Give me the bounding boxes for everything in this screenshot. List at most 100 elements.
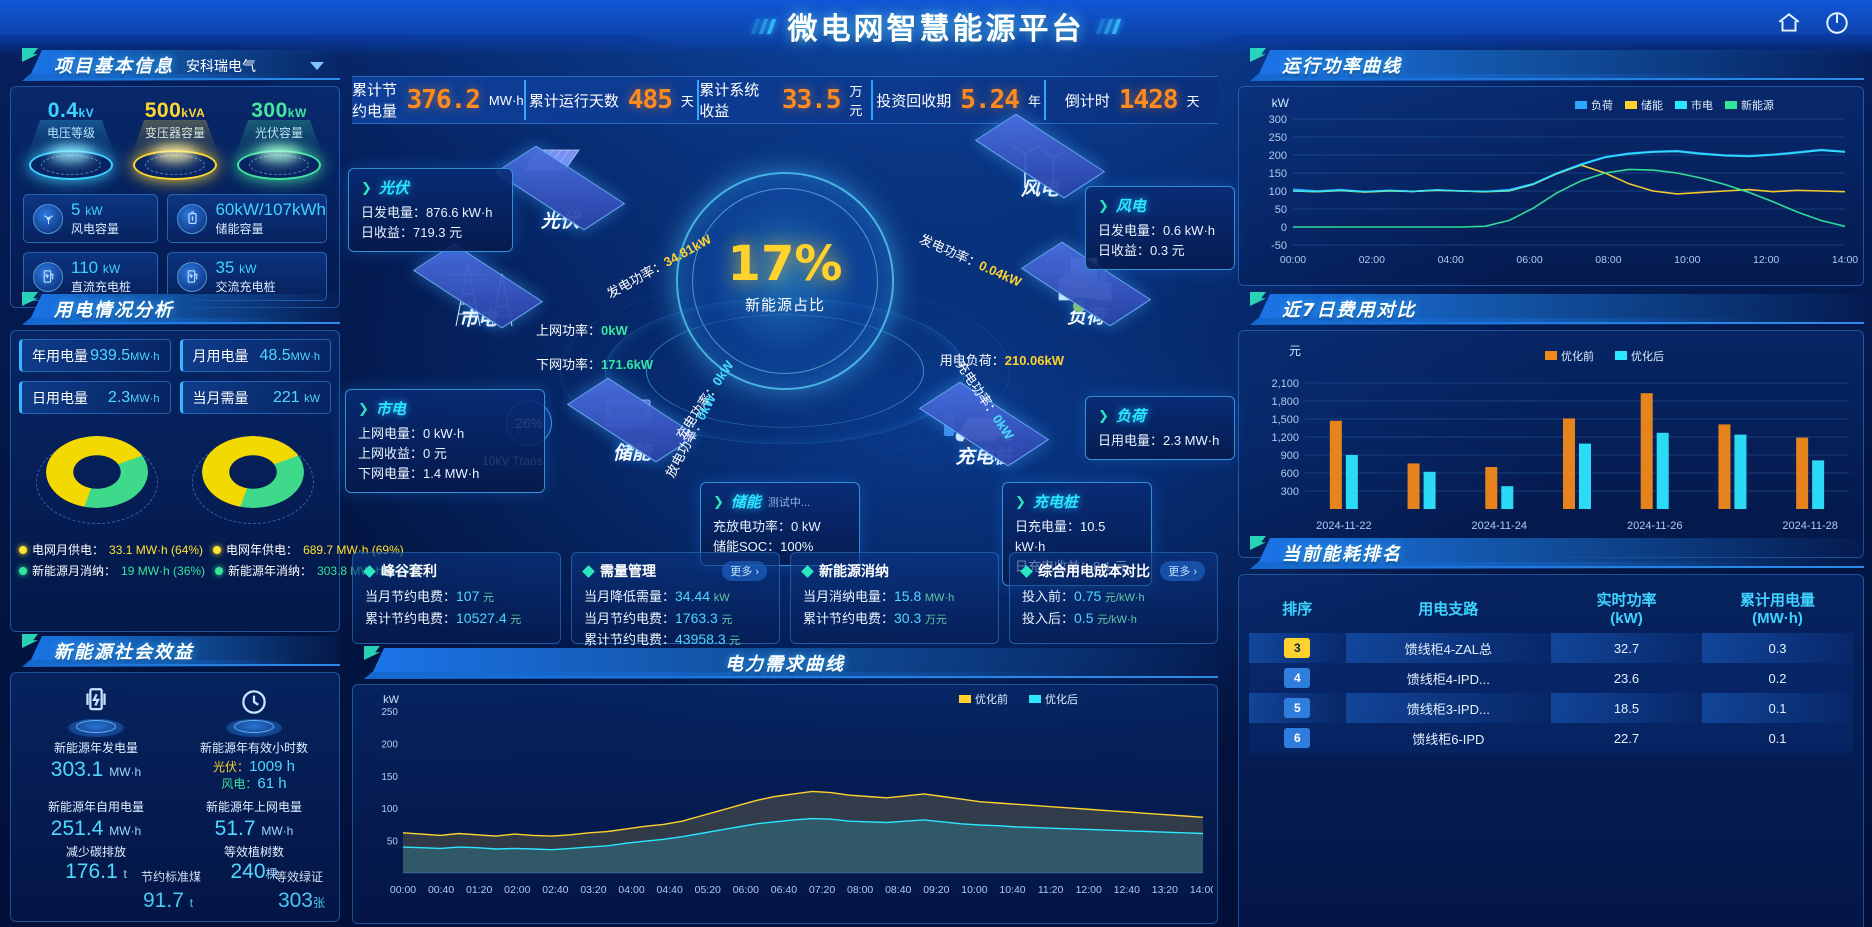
legend-grid-monthly: 电网月供电： 33.1 MW·h (64%) <box>19 541 203 558</box>
card-unit: kW <box>85 203 103 218</box>
infobox-row: 日充电量：10.5 kW·h <box>1015 519 1106 555</box>
svg-text:07:20: 07:20 <box>809 884 835 896</box>
home-icon[interactable] <box>1776 10 1802 41</box>
card-label: 直流充电桩 <box>71 279 132 294</box>
diamond-icon <box>801 564 814 578</box>
core-ring-outer <box>676 172 894 390</box>
social-value-2: 176.1 <box>65 860 118 883</box>
node-ev-charger[interactable]: 充电桩 <box>918 381 1050 469</box>
row-unit: 元 <box>729 635 741 648</box>
more-button[interactable]: 更多 › <box>722 561 767 581</box>
card-dc-charger: 110 kW 直流充电桩 <box>23 252 159 301</box>
chevron-down-icon <box>310 62 324 70</box>
table-row[interactable]: 4 馈线柜4-IPD... 23.6 0.2 <box>1249 663 1853 693</box>
infobox-row: 储能SOC：100% <box>713 539 814 555</box>
kpi-label: 累计运行天数 <box>528 92 619 110</box>
table-row[interactable]: 3 馈线柜4-ZAL总 32.7 0.3 <box>1249 633 1853 663</box>
panel-body: kW -50 0 50 100 150 200 250 300 00:00 02:00 04:00 06… <box>1238 86 1864 286</box>
card-label: 风电容量 <box>71 221 120 236</box>
svg-text:kW: kW <box>383 694 400 706</box>
svg-text:01:20: 01:20 <box>466 884 492 896</box>
social-sub-value: 61 h <box>257 775 287 792</box>
app-title-wrap: 微电网智慧能源平台 <box>750 4 1122 48</box>
infobox-grid: ❯ 市电 上网电量：0 kW·h 上网收益：0 元 下网电量：1.4 MW·h <box>345 389 545 494</box>
svg-text:900: 900 <box>1281 450 1299 462</box>
social-value-coal: 91.7 t <box>143 889 194 912</box>
panel-body: 新能源年发电量 303.1 MW·h 新能源年有效小时数 光伏：1009 h 风… <box>10 672 340 922</box>
svg-text:12:00: 12:00 <box>1753 254 1779 266</box>
svg-text:04:00: 04:00 <box>618 884 644 896</box>
power-icon[interactable] <box>1824 10 1850 41</box>
cap-label: 光伏容量 <box>254 126 303 140</box>
social-value-cert: 303张 <box>277 889 325 912</box>
card-value: 60kW/107kWh <box>215 199 326 219</box>
corner-mark-icon <box>22 48 38 62</box>
card-value: 5 <box>71 199 81 219</box>
project-select[interactable]: 安科瑞电气 <box>186 56 324 76</box>
more-button[interactable]: 更多 › <box>1160 561 1205 581</box>
card-label: 储能容量 <box>215 221 264 236</box>
panel-header: 用电情况分析 <box>10 292 340 326</box>
social-sub-value: 1009 h <box>249 758 295 775</box>
row-unit: 元 <box>510 613 522 626</box>
usage-value: 2.3 <box>107 388 131 406</box>
cell-rank: 6 <box>1249 723 1346 753</box>
social-label: 新能源年自用电量 <box>47 800 144 814</box>
usage-label: 当月需量 <box>192 389 249 406</box>
page-title: 微电网智慧能源平台 <box>787 12 1085 47</box>
svg-text:-50: -50 <box>1271 240 1287 252</box>
svg-text:1,800: 1,800 <box>1271 396 1299 408</box>
kpi-saved-energy: 累计节约电量 376.2 MW·h <box>352 80 526 120</box>
panel-body: 0.4kV 电压等级 500kVA 变压器容量 300kW <box>10 86 340 308</box>
charger-icon <box>177 261 208 292</box>
usage-unit: MW·h <box>290 350 320 363</box>
charger-icon <box>33 261 63 292</box>
infobox-row: 日发电量：0.6 kW·h <box>1098 223 1216 238</box>
infobox-pv: ❯ 光伏 日发电量：876.6 kW·h 日收益：719.3 元 <box>348 168 513 253</box>
legend-label: 电网月供电： <box>32 543 105 557</box>
battery-icon <box>177 203 208 234</box>
kpi-label: 倒计时 <box>1064 92 1110 110</box>
chevron-right-icon: ❯ <box>1098 407 1109 423</box>
kpi-unit: 万元 <box>849 84 863 118</box>
kpi-run-days: 累计运行天数 485 天 <box>526 80 700 120</box>
node-pv[interactable]: 光伏 <box>494 145 626 233</box>
node-load[interactable]: 负荷 <box>1020 241 1152 329</box>
svg-text:250: 250 <box>381 707 398 718</box>
corner-mark-icon <box>22 292 38 306</box>
panel-header: 运行功率曲线 <box>1238 48 1864 82</box>
corner-mark-icon <box>1250 536 1266 550</box>
usage-donut-charts <box>19 422 331 537</box>
panel-usage-analysis: 用电情况分析 年用电量 939.5MW·h 月用电量 48.5MW·h 日用电量 2.… <box>10 292 418 632</box>
cell-power: 23.6 <box>1550 663 1702 693</box>
node-storage[interactable]: 储能 <box>566 377 698 465</box>
node-grid[interactable]: 市电 <box>412 243 544 331</box>
corner-mark-icon <box>364 646 380 660</box>
kpi-unit: MW·h <box>488 92 524 108</box>
card-title: 需量管理 <box>600 563 656 579</box>
svg-text:05:20: 05:20 <box>695 884 721 896</box>
svg-text:300: 300 <box>1269 114 1287 126</box>
cap-unit: kW <box>287 106 307 120</box>
panel-cost-compare: 近7日费用对比 元 2,100 1,800 1,500 1,200 900 600 300 20… <box>1238 292 1864 558</box>
social-value-2: 240 <box>230 860 266 883</box>
app-header: 微电网智慧能源平台 <box>0 0 1872 56</box>
panel-project-basic-info: 项目基本信息 安科瑞电气 0.4kV 电压等级 500kVA 变压器容量 <box>10 48 340 308</box>
usage-unit: MW·h <box>130 392 160 405</box>
table-row[interactable]: 5 馈线柜3-IPD... 18.5 0.1 <box>1249 693 1853 723</box>
svg-text:200: 200 <box>381 739 398 750</box>
usage-legend: 电网月供电： 33.1 MW·h (64%) 电网年供电： 689.7 MW·h (… <box>19 541 418 579</box>
svg-text:优化前: 优化前 <box>975 692 1008 706</box>
svg-text:08:00: 08:00 <box>1595 254 1621 266</box>
table-row[interactable]: 6 馈线柜6-IPD 22.7 0.1 <box>1249 723 1853 753</box>
flow-import-power: 下网功率：171.6kW <box>536 357 654 372</box>
svg-text:优化前: 优化前 <box>1561 349 1594 363</box>
panel-header: 新能源社会效益 <box>10 634 340 668</box>
usage-card-demand: 当月需量 221 kW <box>179 381 331 414</box>
svg-text:优化后: 优化后 <box>1631 349 1664 363</box>
row-value: 0.5 <box>1074 609 1094 626</box>
panel-title: 当前能耗排名 <box>1282 544 1402 565</box>
ratio-value: 17% <box>727 236 843 292</box>
node-wind[interactable]: 风电 <box>974 113 1106 201</box>
svg-text:100: 100 <box>1269 186 1287 198</box>
